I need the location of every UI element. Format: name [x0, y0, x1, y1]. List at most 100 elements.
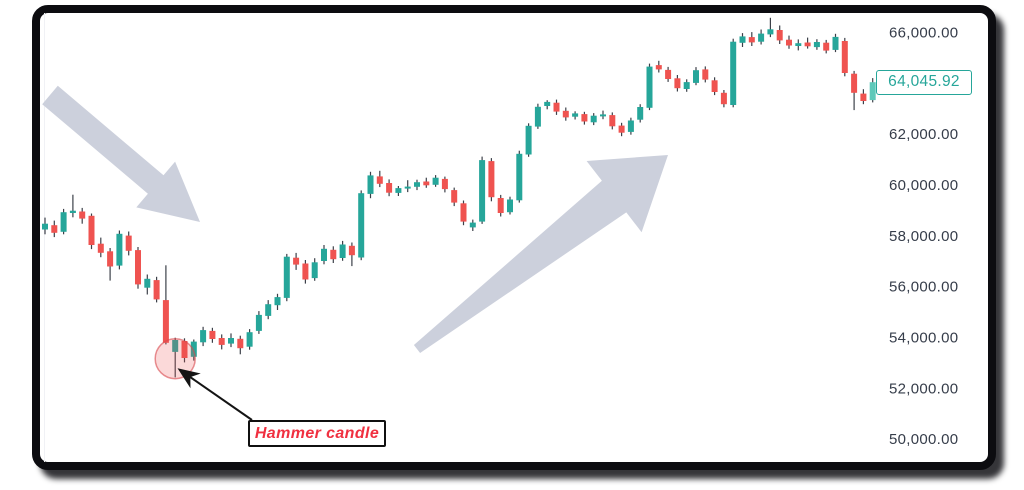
candle-body	[497, 198, 504, 213]
candle-body	[786, 39, 792, 46]
candle-body	[711, 80, 718, 92]
candle-body	[562, 110, 569, 118]
candle-body	[209, 330, 216, 339]
candle-body	[293, 257, 300, 265]
candle-body	[479, 160, 486, 222]
chart-card: 66,000.00 62,000.00 60,000.00 58,000.00 56,0…	[32, 5, 996, 470]
candle-body	[488, 161, 495, 198]
candle-body	[432, 177, 439, 185]
y-axis-tick: 50,000.00	[889, 431, 958, 448]
current-price-label: 64,045.92	[876, 69, 972, 95]
candle-body	[665, 69, 672, 79]
candle-body	[228, 338, 234, 344]
candle-body	[860, 93, 867, 101]
candle-body	[60, 212, 67, 232]
candle-body	[730, 41, 737, 105]
candle-body	[609, 115, 616, 127]
hammer-highlight-circle	[154, 337, 196, 380]
downtrend-arrow	[42, 85, 201, 222]
candle-body	[302, 263, 309, 280]
candle-body	[441, 178, 448, 190]
candle-body	[581, 114, 588, 122]
candle-body	[646, 66, 653, 108]
candle-body	[265, 304, 272, 316]
candle-body	[720, 92, 727, 105]
candle-body	[97, 243, 104, 253]
candle-body	[525, 125, 532, 155]
candle-body	[748, 37, 755, 43]
candle-body	[544, 101, 551, 106]
candle-body	[135, 250, 141, 285]
candle-body	[693, 70, 699, 83]
candle-body	[255, 314, 262, 331]
candle-body	[200, 330, 207, 343]
candle-body	[553, 102, 560, 112]
candle-body	[841, 41, 848, 73]
candle-body	[218, 338, 225, 345]
candle-body	[237, 338, 244, 349]
candle-body	[534, 106, 541, 127]
candle-body	[600, 114, 606, 117]
candle-body	[376, 176, 383, 184]
candle-body	[79, 211, 86, 219]
y-axis-tick: 52,000.00	[889, 380, 958, 397]
candle-body	[590, 115, 597, 123]
y-axis-tick: 58,000.00	[889, 228, 958, 245]
candle-body	[358, 193, 365, 258]
candle-body	[655, 65, 662, 70]
y-axis: 66,000.00 62,000.00 60,000.00 58,000.00 56,0…	[889, 25, 958, 449]
candle-body	[367, 175, 374, 194]
candle-body	[321, 248, 327, 261]
candle-body	[851, 73, 858, 93]
candle-body	[804, 42, 811, 47]
candle-body	[88, 215, 95, 245]
candle-body	[153, 280, 160, 300]
candle-body	[404, 186, 411, 189]
candle-body	[144, 278, 151, 288]
candle-body	[813, 42, 820, 48]
candle-body	[469, 222, 476, 228]
candle-body	[758, 33, 765, 42]
candle-body	[869, 82, 876, 101]
candle-body	[683, 82, 690, 89]
candle-body	[423, 181, 430, 186]
candle-body	[125, 235, 132, 251]
candle-body	[274, 297, 281, 306]
candle-body	[637, 107, 644, 120]
y-axis-tick: 56,000.00	[889, 279, 958, 296]
candle-body	[395, 188, 402, 193]
candle-body	[69, 210, 76, 213]
hammer-candle-label-text: Hammer candle	[254, 424, 380, 442]
candle-body	[832, 36, 839, 50]
uptrend-arrow	[413, 155, 668, 353]
hammer-annotation-arrow	[177, 368, 253, 421]
candle-body	[339, 244, 346, 258]
candle-body	[767, 29, 774, 35]
candle-body	[116, 233, 123, 266]
candle-body	[246, 332, 253, 347]
candle-body	[330, 249, 337, 260]
hammer-candle-label: Hammer candle	[248, 420, 386, 447]
candle-body	[386, 183, 393, 193]
candle-body	[702, 69, 709, 80]
candle-body	[674, 78, 681, 89]
candle-body	[283, 256, 290, 298]
y-axis-tick: 66,000.00	[889, 25, 958, 42]
candle-body	[107, 251, 114, 267]
candle-body	[190, 341, 197, 357]
candle-body	[618, 125, 625, 133]
candle-body	[507, 199, 513, 213]
candle-body	[516, 153, 523, 201]
candle-body	[460, 203, 467, 222]
candle-body	[627, 120, 634, 132]
y-axis-tick: 62,000.00	[889, 126, 958, 143]
current-price-value: 64,045.92	[888, 73, 960, 91]
candle-body	[181, 341, 188, 358]
candlestick-chart: 66,000.00 62,000.00 60,000.00 58,000.00 56,0…	[42, 13, 958, 462]
candle-body	[51, 225, 58, 233]
candle-body	[795, 43, 802, 46]
candle-body	[162, 300, 169, 343]
candle-body	[451, 190, 458, 203]
candle-body	[414, 182, 420, 187]
